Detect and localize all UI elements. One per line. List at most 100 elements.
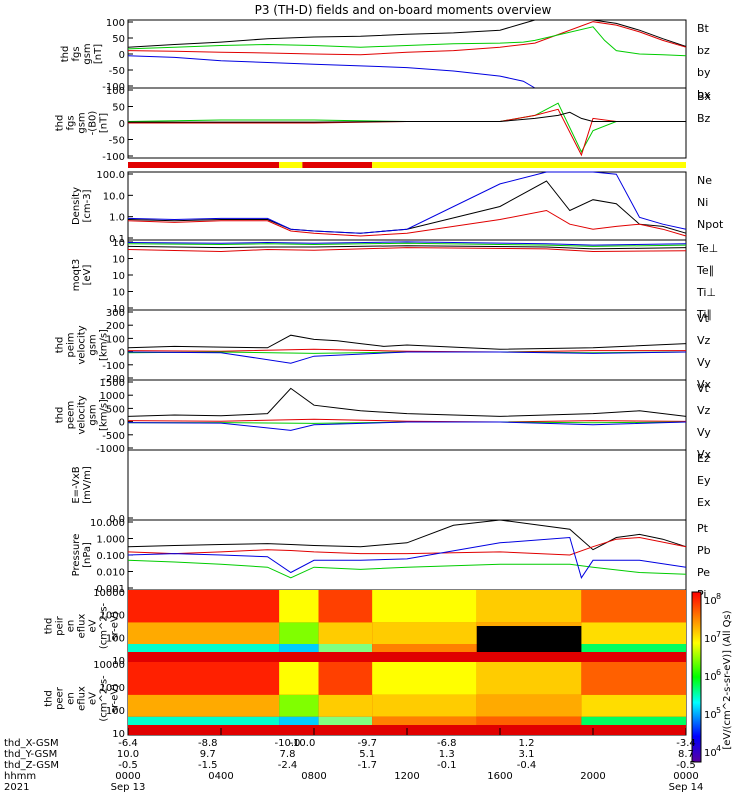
- xtick-label: 0000: [673, 771, 698, 782]
- series-line: [127, 26, 687, 57]
- panel-ylabel: [km/s]: [99, 399, 110, 431]
- legend-entry: Vx: [697, 448, 712, 461]
- ytick-label: 0: [119, 418, 125, 429]
- panel-ylabel: en: [66, 620, 77, 633]
- colorbar: [691, 591, 702, 763]
- panel-pressure: Pressure [nPa] 10.000 1.000 0.100 0.010 0.001 P…: [71, 518, 711, 601]
- series-line: [127, 536, 687, 556]
- legend-entry: Ex: [697, 496, 711, 509]
- ephemeris-value: 7.8: [280, 749, 296, 760]
- panel-ylabel: thd: [60, 46, 71, 63]
- legend-entry: bx: [697, 88, 711, 101]
- ephemeris-value: -8.8: [198, 738, 218, 749]
- colorbar-tick: 10: [704, 596, 717, 607]
- ephemeris-value: -6.8: [437, 738, 457, 749]
- series-line: [127, 519, 687, 551]
- ytick-label: -50: [109, 136, 125, 147]
- ytick-label: 10: [112, 238, 125, 249]
- legend-entry: Te∥: [696, 264, 714, 277]
- legend-entry: Pb: [697, 544, 711, 557]
- panel-frame: [127, 379, 687, 451]
- spectrogram-band: [279, 622, 319, 644]
- ytick-label: 100.0: [96, 170, 125, 181]
- ephemeris-value: -2.4: [278, 760, 298, 771]
- ephemeris-value: 3.1: [519, 749, 535, 760]
- series-line: [127, 19, 687, 48]
- panel-peim_velocity: thd peim velocity gsm [km/s] 300 200 100 0 -100 -2…: [55, 308, 712, 391]
- ytick-label: 50: [112, 34, 125, 45]
- series-line: [127, 334, 687, 350]
- ytick-label: 1.000: [96, 535, 125, 546]
- legend-entry: Ey: [697, 474, 711, 487]
- ephemeris-value: 1.3: [439, 749, 455, 760]
- orbit-segment: [372, 162, 686, 168]
- legend-entry: Pe: [697, 566, 710, 579]
- ytick-label: 0: [119, 50, 125, 61]
- ytick-label: 0: [119, 119, 125, 130]
- series-line: [127, 245, 687, 250]
- panel-ylabel: gsm: [88, 334, 99, 355]
- legend-entry: Npot: [697, 218, 724, 231]
- ytick-label: 10000: [93, 588, 125, 599]
- colorbar-tick: 10: [704, 748, 717, 759]
- ephemeris-value: -6.4: [118, 738, 138, 749]
- legend-entry: Bt: [697, 22, 710, 35]
- ytick-label: 0.1: [109, 234, 125, 245]
- legend-entry: Vz: [697, 404, 711, 417]
- spectrogram-band: [372, 590, 477, 623]
- series-line: [127, 209, 687, 237]
- series-line: [127, 559, 687, 579]
- spectrogram-band: [476, 694, 582, 717]
- spectrogram-band: [581, 622, 686, 644]
- panel-frame: [127, 449, 687, 521]
- xtick-label: 1200: [394, 771, 419, 782]
- spectrogram-band: [128, 652, 686, 662]
- legend-entry: Vy: [697, 426, 711, 439]
- ytick-label: 10: [112, 288, 125, 299]
- panel-ylabel: sr-eV): [110, 611, 121, 640]
- colorbar-tick-exponent: 5: [716, 706, 721, 715]
- xtick-label: 2000: [580, 771, 605, 782]
- panel-ylabel: velocity: [77, 395, 88, 434]
- legend-entry: Vt: [697, 382, 710, 395]
- panel-ylabel: peir: [55, 615, 66, 635]
- panel-ylabel: eflux: [77, 614, 88, 639]
- ytick-label: 10.000: [90, 518, 125, 529]
- series-line: [127, 180, 687, 234]
- panel-ylabel: gsm: [88, 404, 99, 425]
- legend-entry: Vx: [697, 378, 712, 391]
- ephemeris-row-label: hhmm: [4, 771, 36, 782]
- spectrogram-peer_spec: [128, 662, 686, 735]
- ytick-label: 10.0: [103, 191, 125, 202]
- panel-ylabel: velocity: [77, 325, 88, 364]
- orbit-segment: [279, 162, 303, 168]
- orbit-segment: [128, 162, 280, 168]
- panel-ylabel: Density: [71, 187, 82, 225]
- series-line: [127, 536, 687, 579]
- ephemeris-value: -10.0: [289, 738, 315, 749]
- ytick-label: 100: [106, 334, 125, 345]
- ephemeris-row-label: 2021: [4, 782, 29, 793]
- panel-ylabel: sr-eV): [110, 684, 121, 713]
- panel-ylabel: thd: [55, 115, 66, 132]
- panel-ylabel: E=-VxB: [71, 466, 82, 503]
- panel-ylabel: peem: [66, 401, 77, 429]
- ytick-label: 0.100: [96, 551, 125, 562]
- ephemeris-value: -9.7: [357, 738, 377, 749]
- panel-ylabel: [mV/m]: [82, 466, 93, 504]
- colorbar-tick: 10: [704, 710, 717, 721]
- spectrogram-band: [372, 662, 477, 695]
- panel-frame: [127, 239, 687, 311]
- panel-ylabel: thd: [44, 690, 55, 707]
- legend-entry: Pt: [697, 522, 709, 535]
- series-line: [127, 387, 687, 417]
- legend-entry: Bz: [697, 112, 711, 125]
- spectrogram-band: [128, 622, 280, 644]
- ephemeris-row-label: thd_Z-GSM: [4, 760, 59, 771]
- panel-ylabel: gsm: [82, 43, 93, 64]
- spectrogram-band: [318, 590, 373, 623]
- colorbar-tick-exponent: 4: [716, 744, 721, 753]
- ytick-label: 500: [106, 404, 125, 415]
- ephemeris-value: -1.7: [357, 760, 377, 771]
- ytick-label: -500: [102, 431, 125, 442]
